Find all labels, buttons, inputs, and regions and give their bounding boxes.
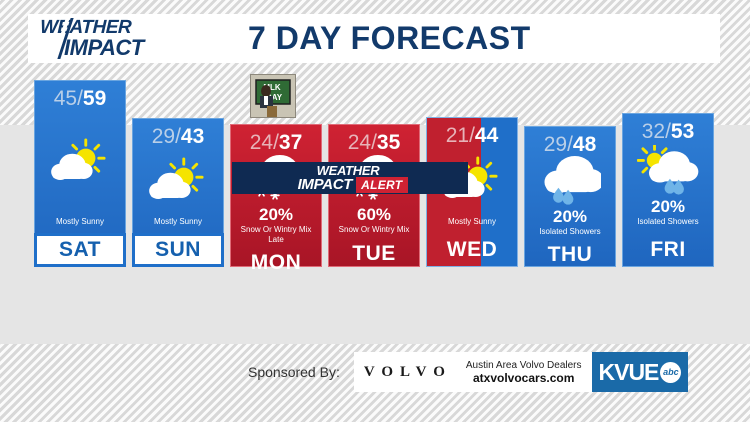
mlk-day-badge: MLK DAY	[250, 74, 296, 118]
temp-separator: /	[469, 124, 475, 147]
precip-chance: 20%	[258, 205, 294, 224]
high-temp: 43	[180, 125, 205, 148]
precip-chance: 20%	[552, 207, 588, 226]
condition-text: Isolated Showers	[539, 227, 601, 236]
forecast-day-sat[interactable]: 45/59 Mostly Sunny SAT	[34, 80, 126, 267]
temperature-range: 24/35	[348, 132, 401, 154]
alert-line1: WEATHER	[316, 162, 380, 178]
forecast-day-sun[interactable]: 29/43 Mostly Sunny SUN	[132, 118, 224, 267]
precip-chance: 20%	[650, 197, 686, 216]
low-temp: 24	[249, 131, 274, 154]
weather-impact-alert-banner: WEATHER IMPACT ALERT	[232, 162, 468, 194]
low-temp: 29	[543, 133, 568, 156]
forecast-day-tue[interactable]: 24/35 60% Snow Or Wintry Mix TUE	[328, 124, 420, 267]
temperature-range: 32/53	[642, 121, 695, 143]
temp-separator: /	[175, 125, 181, 148]
sun-cloud-rain-icon	[637, 144, 699, 195]
temperature-range: 29/48	[544, 134, 597, 156]
high-temp: 59	[82, 87, 107, 110]
header-bar: WEATHER IMPACT 7 DAY FORECAST	[28, 14, 720, 63]
sun-behind-cloud-icon	[51, 137, 106, 180]
day-label-tue[interactable]: TUE	[352, 242, 396, 265]
temp-separator: /	[567, 133, 573, 156]
temperature-range: 29/43	[152, 126, 205, 148]
dealer-line2: atxvolvocars.com	[472, 371, 575, 385]
weather-icon-wrap	[525, 156, 615, 208]
cloud-rain-icon	[544, 156, 601, 205]
kvue-logo: KVUE abc	[591, 352, 689, 392]
sponsor-footer: Sponsored By: VOLVO Austin Area Volvo De…	[248, 352, 689, 392]
weather-icon-wrap	[623, 143, 713, 198]
forecast-day-mon[interactable]: 24/37 20% Snow Or Wintry Mix Late MON	[230, 124, 322, 274]
precip-chance: 60%	[356, 205, 392, 224]
forecast-day-thu[interactable]: 29/48 20% Isolated Showers THU	[524, 126, 616, 267]
day-label-fri[interactable]: FRI	[650, 238, 686, 261]
sun-behind-cloud-icon	[149, 156, 204, 199]
dealer-line1: Austin Area Volvo Dealers	[465, 360, 582, 371]
weather-icon-wrap	[35, 110, 125, 217]
condition-text: Mostly Sunny	[55, 217, 105, 226]
condition-text: Isolated Showers	[637, 217, 699, 226]
high-temp: 53	[670, 120, 695, 143]
page-title: 7 DAY FORECAST	[248, 20, 531, 56]
high-temp: 35	[376, 131, 401, 154]
alert-line2: IMPACT	[297, 175, 353, 193]
temp-separator: /	[77, 87, 83, 110]
weather-impact-logo: WEATHER IMPACT	[40, 17, 200, 61]
day-label-thu[interactable]: THU	[547, 243, 593, 266]
alert-row: IMPACT ALERT	[297, 175, 409, 193]
temperature-range: 24/37	[250, 132, 303, 154]
mlk-day-illustration: MLK DAY	[251, 75, 295, 117]
low-temp: 21	[445, 124, 470, 147]
alert-tag: ALERT	[356, 176, 409, 193]
sponsor-logo-box: VOLVO Austin Area Volvo Dealers atxvolvo…	[353, 352, 592, 392]
condition-text: Snow Or Wintry Mix	[338, 225, 410, 234]
dealer-info: Austin Area Volvo Dealers atxvolvocars.c…	[466, 359, 582, 385]
sponsored-by-label: Sponsored By:	[248, 364, 340, 380]
condition-text: Mostly Sunny	[153, 217, 203, 226]
temperature-range: 45/59	[54, 88, 107, 110]
svg-text:MLK: MLK	[263, 83, 281, 92]
abc-logo-icon: abc	[660, 361, 682, 383]
volvo-wordmark: VOLVO	[363, 363, 452, 380]
day-label-sun[interactable]: SUN	[132, 233, 224, 267]
low-temp: 24	[347, 131, 372, 154]
high-temp: 44	[474, 124, 499, 147]
forecast-day-fri[interactable]: 32/53 20% Isolated Showers FRI	[622, 113, 714, 267]
temp-separator: /	[273, 131, 279, 154]
temperature-range: 21/44	[446, 125, 499, 147]
day-label-mon[interactable]: MON	[250, 251, 302, 274]
condition-text: Mostly Sunny	[447, 217, 497, 226]
temp-separator: /	[371, 131, 377, 154]
kvue-wordmark: KVUE	[598, 358, 660, 385]
low-temp: 45	[53, 87, 78, 110]
temp-separator: /	[665, 120, 671, 143]
day-label-sat[interactable]: SAT	[34, 233, 126, 267]
svg-text:DAY: DAY	[266, 93, 283, 102]
logo-line2: IMPACT	[64, 35, 144, 60]
condition-text: Snow Or Wintry Mix Late	[240, 225, 312, 244]
low-temp: 29	[151, 125, 176, 148]
weather-icon-wrap	[133, 148, 223, 217]
high-temp: 37	[278, 131, 303, 154]
high-temp: 48	[572, 133, 597, 156]
day-label-wed[interactable]: WED	[446, 238, 498, 261]
low-temp: 32	[641, 120, 666, 143]
